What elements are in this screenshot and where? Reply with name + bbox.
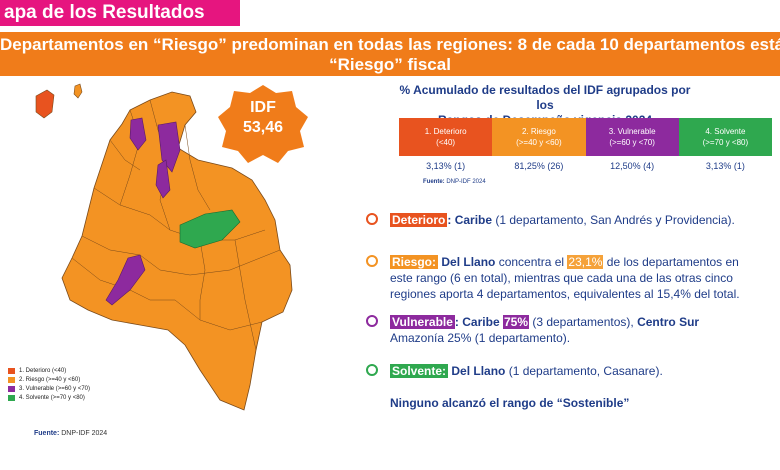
bullet-deterioro-icon — [366, 213, 378, 225]
range-percent: 3,13% (1) — [705, 161, 745, 171]
summary-title-line-1: % Acumulado de resultados del IDF agrupa… — [399, 83, 691, 112]
riesgo-text-a: concentra el — [495, 255, 568, 269]
final-text-b: “Sostenible” — [556, 396, 630, 410]
table-source: Fuente: DNP-IDF 2024 — [423, 179, 486, 185]
idf-label: IDF — [250, 99, 276, 116]
headline-line-2: “Riesgo” fiscal — [329, 55, 451, 74]
legend-swatch — [8, 367, 15, 374]
range-cell: 3. Vulnerable (>=60 y <70) — [585, 118, 679, 156]
map-region-vulnerable-4 — [105, 254, 146, 306]
solvente-region: Del Llano — [448, 364, 506, 378]
headline-banner: Departamentos en “Riesgo” predominan en … — [0, 32, 780, 76]
idf-badge: IDF 53,46 — [216, 98, 310, 138]
range-percent: 81,25% (26) — [514, 161, 564, 171]
deterioro-region: Caribe — [454, 213, 493, 227]
finding-vulnerable: Vulnerable: Caribe 75% (3 departamentos)… — [390, 315, 700, 345]
range-cell: 4. Solvente (>=70 y <80) — [678, 118, 772, 156]
vulnerable-region: Caribe — [462, 315, 500, 329]
final-statement: Ninguno alcanzó el rango de “Sostenible” — [390, 396, 629, 410]
riesgo-region: Del Llano — [438, 255, 496, 269]
range-bounds: (>=70 y <80) — [702, 138, 749, 147]
range-name: 3. Vulnerable — [608, 127, 656, 136]
range-bounds: (>=40 y <60) — [516, 138, 562, 147]
headline-line-1: Departamentos en “Riesgo” predominan en … — [0, 35, 780, 54]
deterioro-text: (1 departamento, San Andrés y Providenci… — [492, 213, 735, 227]
bullet-vulnerable-icon — [366, 315, 378, 327]
vulnerable-tag: Vulnerable — [390, 315, 455, 329]
riesgo-line-3: regiones aporta 4 departamentos, equival… — [390, 287, 740, 301]
legend-label: 3. Vulnerable (>=60 y <70) — [19, 385, 90, 392]
legend-item: 2. Riesgo (>=40 y <60) — [8, 375, 90, 384]
map-region-vulnerable-3 — [155, 159, 171, 199]
map-region-solvente — [179, 209, 241, 249]
riesgo-line-2: este rango (6 en total), mientras que ca… — [390, 271, 733, 285]
legend-swatch — [8, 376, 15, 383]
legend-item: 4. Solvente (>=70 y <80) — [8, 393, 90, 402]
solvente-tag: Solvente: — [390, 364, 449, 378]
table-source-label: Fuente: — [423, 179, 445, 185]
vulnerable-pct: 75% — [502, 315, 529, 329]
vulnerable-text-a: (3 departamentos), — [529, 315, 638, 329]
legend-item: 1. Deterioro (<40) — [8, 366, 90, 375]
map-legend: 1. Deterioro (<40) 2. Riesgo (>=40 y <60)… — [8, 366, 90, 402]
legend-label: 4. Solvente (>=70 y <80) — [19, 394, 85, 401]
finding-solvente: Solvente: Del Llano (1 departamento, Cas… — [390, 363, 663, 379]
riesgo-pct: 23,1% — [567, 255, 604, 269]
finding-riesgo: Riesgo: Del Llano concentra el 23,1% de … — [390, 254, 740, 302]
map-region-vulnerable-2 — [157, 121, 181, 173]
riesgo-tag: Riesgo: — [390, 255, 439, 269]
map-source-value: DNP-IDF 2024 — [61, 430, 108, 437]
riesgo-text-b: de los departamentos en — [603, 255, 739, 269]
idf-badge-shape — [218, 85, 308, 163]
table-source-value: DNP-IDF 2024 — [446, 179, 486, 185]
vulnerable-region-2: Centro Sur — [637, 315, 700, 329]
range-cell: 2. Riesgo (>=40 y <60) — [492, 118, 586, 156]
deterioro-tag: Deterioro — [390, 213, 448, 227]
range-cell: 1. Deterioro (<40) — [399, 118, 493, 156]
bullet-riesgo-icon — [366, 255, 378, 267]
vulnerable-line-2: Amazonía 25% (1 departamento). — [390, 331, 571, 345]
legend-swatch — [8, 385, 15, 392]
final-text-a: Ninguno alcanzó el rango de — [390, 396, 557, 410]
map-region-vulnerable-1 — [129, 117, 147, 151]
map-region-san-andres — [35, 89, 55, 119]
range-percent-row: 3,13% (1) 81,25% (26) 12,50% (4) 3,13% (1) — [399, 161, 772, 171]
range-bounds: (>=60 y <70) — [609, 138, 655, 147]
finding-deterioro: Deterioro: Caribe (1 departamento, San A… — [390, 213, 735, 227]
solvente-text: (1 departamento, Casanare). — [505, 364, 663, 378]
colombia-department-map — [35, 83, 293, 411]
legend-label: 1. Deterioro (<40) — [19, 367, 67, 374]
map-source-label: Fuente: — [34, 430, 60, 437]
section-tab-title: apa de los Resultados — [0, 0, 240, 26]
range-name: 4. Solvente — [705, 127, 746, 136]
range-percent: 3,13% (1) — [426, 161, 466, 171]
range-header-row: 1. Deterioro (<40) 2. Riesgo (>=40 y <60) 3.… — [399, 118, 772, 156]
bullet-solvente-icon — [366, 364, 378, 376]
range-bounds: (<40) — [436, 138, 456, 147]
range-percent: 12,50% (4) — [610, 161, 655, 171]
range-name: 2. Riesgo — [521, 127, 556, 136]
legend-label: 2. Riesgo (>=40 y <60) — [19, 376, 81, 383]
map-source: Fuente: DNP-IDF 2024 — [34, 430, 107, 437]
legend-item: 3. Vulnerable (>=60 y <70) — [8, 384, 90, 393]
idf-value: 53,46 — [242, 119, 284, 136]
legend-swatch — [8, 394, 15, 401]
map-region-providencia — [73, 83, 83, 99]
range-name: 1. Deterioro — [424, 127, 467, 136]
